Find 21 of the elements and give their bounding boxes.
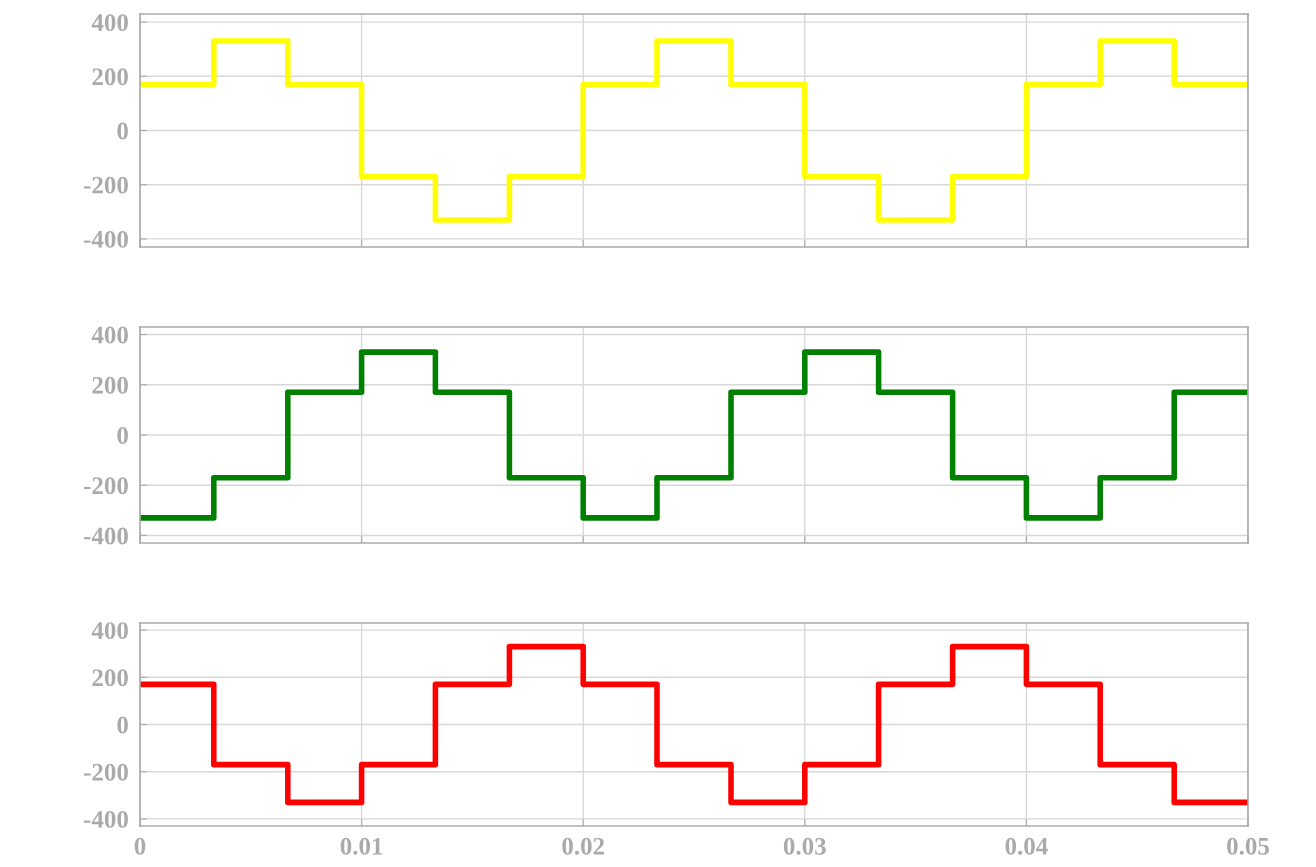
y-tick-label: 400 (91, 14, 128, 32)
y-tick-label: 0 (117, 427, 128, 444)
y-tick-label: 0 (117, 716, 128, 734)
y-tick-label: 400 (91, 326, 128, 344)
x-tick-label: 0.02 (562, 837, 604, 855)
y-tick-label: -200 (83, 763, 128, 781)
y-tick-label: 200 (92, 376, 128, 394)
x-tick-label: 0 (134, 837, 146, 855)
y-tick-label: 200 (92, 68, 128, 86)
x-tick-label: 0.01 (340, 837, 383, 855)
y-tick-label: -400 (83, 230, 128, 248)
x-tick-label: 0.03 (783, 837, 826, 855)
y-tick-label: 400 (91, 622, 128, 639)
x-tick-label: 0.04 (1005, 837, 1048, 855)
y-tick-label: 200 (92, 669, 128, 687)
y-tick-label: -400 (83, 527, 128, 545)
x-tick-label: 0.05 (1227, 837, 1269, 855)
y-tick-label: -200 (83, 176, 128, 194)
y-tick-label: -400 (83, 810, 128, 828)
y-tick-label: 0 (117, 122, 128, 140)
y-tick-label: -200 (83, 477, 128, 495)
